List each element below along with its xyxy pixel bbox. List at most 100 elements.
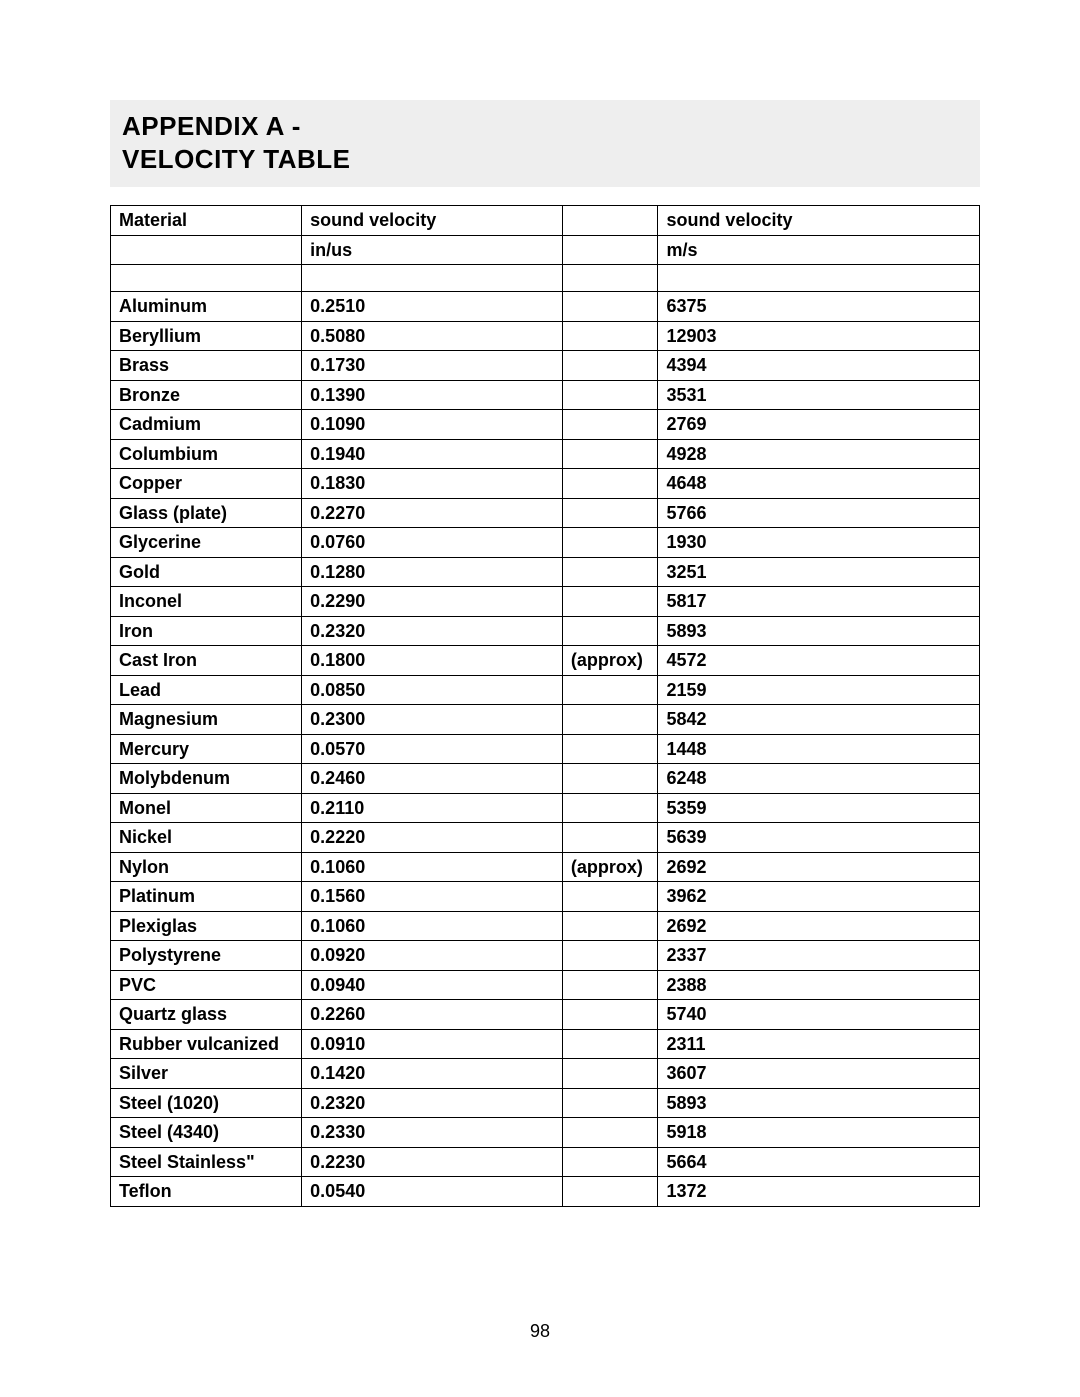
document-page: APPENDIX A - VELOCITY TABLE Material sou… bbox=[0, 0, 1080, 1397]
cell-in-us: 0.2260 bbox=[302, 1000, 563, 1030]
cell-material: PVC bbox=[111, 970, 302, 1000]
cell-material: Monel bbox=[111, 793, 302, 823]
cell-m-s: 4648 bbox=[658, 469, 980, 499]
cell-material: Nylon bbox=[111, 852, 302, 882]
cell-m-s: 2337 bbox=[658, 941, 980, 971]
cell-note bbox=[562, 970, 658, 1000]
cell-in-us: 0.1940 bbox=[302, 439, 563, 469]
cell-note bbox=[562, 616, 658, 646]
cell-note bbox=[562, 557, 658, 587]
table-row: Molybdenum0.24606248 bbox=[111, 764, 980, 794]
cell-in-us: 0.2510 bbox=[302, 292, 563, 322]
cell-in-us: 0.2290 bbox=[302, 587, 563, 617]
cell-in-us: 0.2300 bbox=[302, 705, 563, 735]
table-row: Cadmium0.10902769 bbox=[111, 410, 980, 440]
cell-note bbox=[562, 498, 658, 528]
table-row: Lead0.08502159 bbox=[111, 675, 980, 705]
cell-note bbox=[562, 882, 658, 912]
cell-m-s: 2692 bbox=[658, 911, 980, 941]
cell-in-us: 0.5080 bbox=[302, 321, 563, 351]
cell-note bbox=[562, 410, 658, 440]
cell-m-s: 2159 bbox=[658, 675, 980, 705]
cell-in-us: 0.1560 bbox=[302, 882, 563, 912]
col-header-inus-line2: in/us bbox=[302, 235, 563, 265]
table-row: Glass (plate)0.22705766 bbox=[111, 498, 980, 528]
col-header-inus-line1: sound velocity bbox=[302, 206, 563, 236]
cell-m-s: 5664 bbox=[658, 1147, 980, 1177]
cell-note bbox=[562, 764, 658, 794]
cell-m-s: 5893 bbox=[658, 1088, 980, 1118]
cell-in-us: 0.2330 bbox=[302, 1118, 563, 1148]
cell-note bbox=[562, 292, 658, 322]
cell-note bbox=[562, 380, 658, 410]
blank-cell bbox=[111, 265, 302, 292]
title-block: APPENDIX A - VELOCITY TABLE bbox=[110, 100, 980, 187]
blank-cell bbox=[302, 265, 563, 292]
cell-material: Gold bbox=[111, 557, 302, 587]
cell-note: (approx) bbox=[562, 852, 658, 882]
cell-note bbox=[562, 439, 658, 469]
cell-in-us: 0.2460 bbox=[302, 764, 563, 794]
cell-m-s: 5842 bbox=[658, 705, 980, 735]
table-row: Aluminum0.25106375 bbox=[111, 292, 980, 322]
cell-in-us: 0.2320 bbox=[302, 616, 563, 646]
cell-in-us: 0.0540 bbox=[302, 1177, 563, 1207]
table-row: Nickel0.2220 5639 bbox=[111, 823, 980, 853]
col-header-note bbox=[562, 206, 658, 236]
cell-note bbox=[562, 351, 658, 381]
cell-in-us: 0.0570 bbox=[302, 734, 563, 764]
cell-m-s: 5893 bbox=[658, 616, 980, 646]
cell-material: Bronze bbox=[111, 380, 302, 410]
blank-cell bbox=[658, 265, 980, 292]
cell-m-s: 1448 bbox=[658, 734, 980, 764]
cell-m-s: 5639 bbox=[658, 823, 980, 853]
cell-material: Polystyrene bbox=[111, 941, 302, 971]
cell-note bbox=[562, 528, 658, 558]
table-header-row-2: in/us m/s bbox=[111, 235, 980, 265]
cell-material: Nickel bbox=[111, 823, 302, 853]
cell-in-us: 0.1800 bbox=[302, 646, 563, 676]
cell-note: (approx) bbox=[562, 646, 658, 676]
cell-material: Steel Stainless" bbox=[111, 1147, 302, 1177]
cell-material: Brass bbox=[111, 351, 302, 381]
cell-material: Mercury bbox=[111, 734, 302, 764]
cell-note bbox=[562, 911, 658, 941]
cell-in-us: 0.1060 bbox=[302, 911, 563, 941]
page-number: 98 bbox=[0, 1321, 1080, 1342]
cell-material: Glass (plate) bbox=[111, 498, 302, 528]
cell-in-us: 0.2110 bbox=[302, 793, 563, 823]
title-line-1: APPENDIX A - bbox=[122, 110, 968, 143]
cell-m-s: 4928 bbox=[658, 439, 980, 469]
table-row: Platinum0.15603962 bbox=[111, 882, 980, 912]
cell-note bbox=[562, 1029, 658, 1059]
cell-note bbox=[562, 675, 658, 705]
cell-in-us: 0.0940 bbox=[302, 970, 563, 1000]
cell-in-us: 0.2220 bbox=[302, 823, 563, 853]
cell-note bbox=[562, 469, 658, 499]
cell-in-us: 0.2320 bbox=[302, 1088, 563, 1118]
cell-material: Cast Iron bbox=[111, 646, 302, 676]
cell-m-s: 5766 bbox=[658, 498, 980, 528]
cell-material: Plexiglas bbox=[111, 911, 302, 941]
table-row: Plexiglas0.1060 2692 bbox=[111, 911, 980, 941]
cell-m-s: 1372 bbox=[658, 1177, 980, 1207]
table-row: Nylon0.1060(approx)2692 bbox=[111, 852, 980, 882]
cell-m-s: 4572 bbox=[658, 646, 980, 676]
cell-m-s: 4394 bbox=[658, 351, 980, 381]
table-blank-row bbox=[111, 265, 980, 292]
table-row: Teflon0.05401372 bbox=[111, 1177, 980, 1207]
table-row: Steel (4340)0.23305918 bbox=[111, 1118, 980, 1148]
cell-material: Cadmium bbox=[111, 410, 302, 440]
cell-m-s: 2769 bbox=[658, 410, 980, 440]
cell-m-s: 5918 bbox=[658, 1118, 980, 1148]
cell-material: Silver bbox=[111, 1059, 302, 1089]
cell-material: Copper bbox=[111, 469, 302, 499]
cell-material: Beryllium bbox=[111, 321, 302, 351]
cell-in-us: 0.1060 bbox=[302, 852, 563, 882]
table-row: Cast Iron0.1800(approx)4572 bbox=[111, 646, 980, 676]
cell-note bbox=[562, 587, 658, 617]
cell-m-s: 2311 bbox=[658, 1029, 980, 1059]
cell-note bbox=[562, 1118, 658, 1148]
table-row: Copper0.18304648 bbox=[111, 469, 980, 499]
cell-in-us: 0.0920 bbox=[302, 941, 563, 971]
